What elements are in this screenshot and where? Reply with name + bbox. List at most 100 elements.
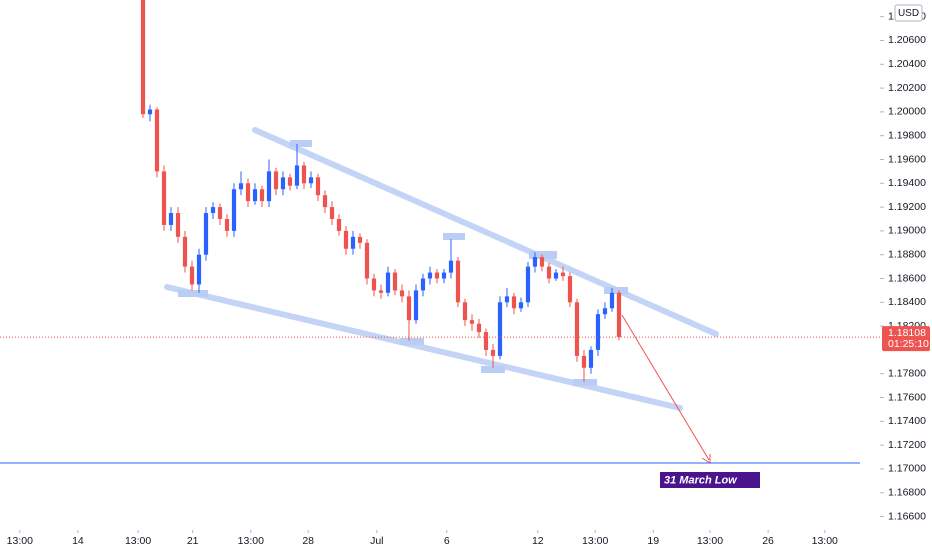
candle-body <box>504 296 510 303</box>
y-tick-label: 1.19400 <box>888 177 926 189</box>
candle-body <box>497 302 503 356</box>
y-tick-label: 1.18600 <box>888 272 926 284</box>
candle-body <box>581 355 587 368</box>
candle-body <box>371 278 377 291</box>
candle-body <box>560 272 566 277</box>
countdown: 01:25:10 <box>888 338 929 350</box>
candle-body <box>420 278 426 291</box>
candle-body <box>406 296 412 321</box>
candle-body <box>308 177 314 184</box>
x-tick-label: 13:00 <box>238 535 264 547</box>
candle-body <box>252 189 258 202</box>
candle-body <box>441 272 447 279</box>
upper-trendline <box>252 127 719 337</box>
x-tick-label: 13:00 <box>812 535 838 547</box>
candle-body <box>224 218 230 231</box>
y-tick-label: 1.20000 <box>888 106 926 118</box>
candle-body <box>175 213 181 237</box>
lower-trendline <box>164 284 683 411</box>
x-tick-label: 28 <box>302 535 314 547</box>
candle-body <box>287 177 293 186</box>
candle-body <box>595 314 601 350</box>
last-price: 1.18108 <box>888 327 926 339</box>
x-tick-label: 26 <box>762 535 774 547</box>
highlight <box>573 379 597 386</box>
candle-body <box>609 292 615 309</box>
annotation-box <box>660 471 760 488</box>
x-tick-label: 13:00 <box>125 535 151 547</box>
last-price-box <box>882 326 930 352</box>
candle-body <box>448 260 454 273</box>
y-tick-label: 1.19800 <box>888 129 926 141</box>
candle-body <box>378 290 384 293</box>
candle-body <box>343 230 349 249</box>
candle-body <box>574 302 580 356</box>
y-tick-label: 1.18800 <box>888 248 926 260</box>
candle-body <box>511 296 517 309</box>
currency: USD <box>898 8 919 19</box>
candle-body <box>350 236 356 249</box>
candle-body <box>469 320 475 324</box>
highlight <box>178 290 208 297</box>
x-tick-label: 19 <box>647 535 659 547</box>
candle-body <box>266 171 272 202</box>
candle-body <box>399 290 405 297</box>
y-tick-label: 1.17000 <box>888 463 926 475</box>
candle-body <box>294 165 300 186</box>
y-tick-label: 1.17600 <box>888 391 926 403</box>
y-tick-label: 1.18400 <box>888 296 926 308</box>
candle-body <box>245 183 251 202</box>
candle-body <box>518 302 524 309</box>
candle-body <box>539 257 545 267</box>
candle-body <box>280 177 286 190</box>
candle-body <box>238 183 244 190</box>
y-tick-label: 1.17800 <box>888 368 926 380</box>
highlight <box>529 251 557 259</box>
x-tick-label: 13:00 <box>582 535 608 547</box>
y-tick-label: 1.19600 <box>888 153 926 165</box>
candle-body <box>455 260 461 303</box>
highlight <box>443 233 465 240</box>
candle-body <box>315 177 321 196</box>
annotation: 31 March Low <box>664 474 738 486</box>
candle-body <box>567 276 573 303</box>
highlight <box>604 287 628 294</box>
candle-body <box>196 254 202 285</box>
y-tick-label: 1.20400 <box>888 58 926 70</box>
candle-body <box>147 109 153 115</box>
y-tick-label: 1.17400 <box>888 415 926 427</box>
candle-body <box>301 165 307 184</box>
currency-box <box>894 4 923 22</box>
candle-body <box>168 213 174 225</box>
x-tick-label: 13:00 <box>7 535 33 547</box>
drawings <box>164 127 719 464</box>
candle-body <box>483 332 489 350</box>
y-tick-label: 1.16800 <box>888 487 926 499</box>
candle-body <box>462 302 468 321</box>
highlight <box>290 140 312 147</box>
y-tick-label: 1.20200 <box>888 82 926 94</box>
candle-body <box>259 189 265 202</box>
candle-body <box>140 0 146 115</box>
candle-body <box>434 272 440 279</box>
candle-body <box>273 171 279 190</box>
candle-body <box>532 257 538 267</box>
candle-body <box>385 272 391 293</box>
candle-body <box>490 349 496 356</box>
candle-body <box>364 242 370 279</box>
candle-body <box>329 207 335 219</box>
highlight <box>400 338 424 345</box>
candle-body <box>322 195 328 208</box>
candle-body <box>182 236 188 267</box>
candle-body <box>525 266 531 303</box>
projection-arrow <box>621 314 710 461</box>
x-tick-label: Jul <box>370 535 383 547</box>
candle-body <box>546 266 552 279</box>
candle-body <box>392 272 398 291</box>
candle-body <box>161 171 167 225</box>
x-tick-label: 13:00 <box>697 535 723 547</box>
candle-body <box>616 292 622 338</box>
